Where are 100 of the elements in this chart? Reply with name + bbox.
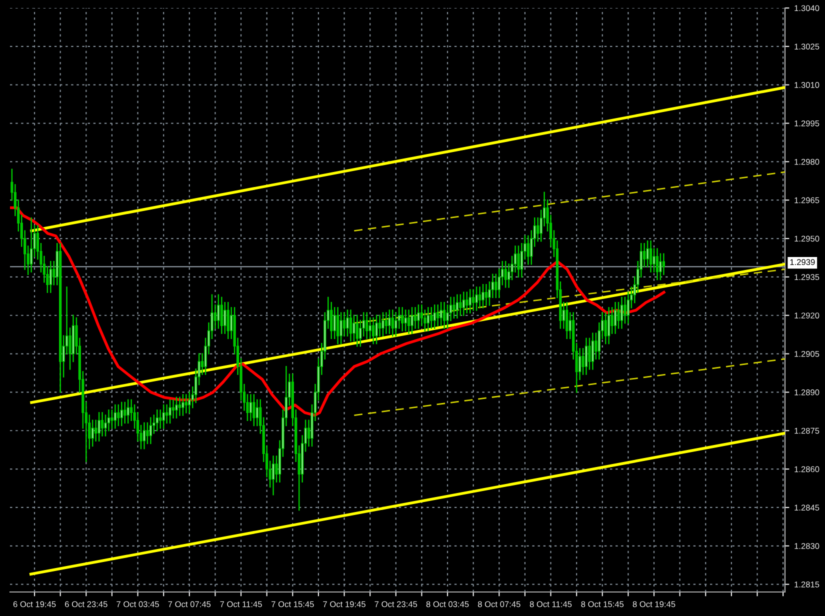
candlestick: [526, 235, 530, 265]
candlestick: [217, 294, 220, 329]
candlestick: [442, 302, 446, 329]
candlestick: [342, 312, 346, 336]
candlestick: [124, 402, 126, 424]
candlestick: [356, 314, 358, 347]
y-tick-label: 1.2890: [794, 389, 820, 396]
x-tick-label: 8 Oct 07:45: [478, 601, 520, 608]
ref-line-label: 1.2939: [790, 259, 815, 266]
candlestick: [440, 302, 442, 326]
candlestick: [459, 294, 462, 316]
candlestick: [578, 348, 582, 380]
candlestick: [404, 310, 407, 332]
candlestick: [382, 312, 384, 336]
candlestick: [610, 307, 614, 334]
candlestick: [346, 310, 349, 336]
candlestick: [478, 286, 482, 308]
candlestick: [410, 307, 414, 334]
candlestick: [608, 307, 610, 344]
candlestick: [378, 314, 382, 336]
y-tick-label: 1.2950: [794, 236, 820, 242]
x-tick-label: 7 Oct 03:45: [116, 601, 159, 608]
candlestick: [517, 246, 520, 278]
candlestick: [430, 307, 433, 329]
candlestick: [484, 284, 488, 306]
candlestick: [452, 296, 456, 319]
x-tick-label: 8 Oct 19:45: [632, 601, 676, 608]
x-tick-label: 7 Oct 15:45: [272, 601, 314, 608]
candlestick: [652, 248, 656, 272]
candlestick: [624, 296, 626, 324]
y-tick-label: 1.2905: [794, 350, 820, 357]
candlestick: [366, 312, 368, 340]
y-tick-label: 1.2860: [794, 466, 820, 472]
candlestick: [433, 304, 436, 329]
y-tick-label: 1.3010: [794, 82, 820, 88]
candlestick: [494, 274, 498, 298]
candlestick: [614, 302, 617, 334]
candlestick: [349, 310, 352, 342]
candlestick: [417, 304, 420, 329]
candlestick: [168, 399, 172, 424]
candlestick: [252, 394, 256, 426]
candlestick: [146, 422, 149, 444]
candlestick: [462, 292, 465, 316]
candlestick: [165, 404, 168, 424]
candlestick: [162, 404, 165, 429]
candlestick: [401, 307, 404, 332]
candlestick: [182, 394, 184, 416]
candlestick: [368, 317, 372, 340]
y-tick-label: 1.2980: [794, 158, 820, 165]
candlestick: [646, 240, 649, 268]
x-tick-label: 6 Oct 23:45: [65, 601, 108, 608]
candlestick: [352, 314, 356, 342]
candlestick: [649, 240, 652, 272]
candlestick: [659, 253, 662, 280]
candlestick: [333, 307, 336, 340]
candlestick: [620, 296, 624, 329]
candlestick: [249, 394, 252, 422]
candlestick: [617, 302, 620, 329]
candlestick: [114, 404, 116, 429]
candlestick: [126, 399, 130, 424]
candlestick: [149, 417, 152, 444]
x-tick-label: 6 Oct 19:45: [13, 601, 56, 608]
candlestick: [184, 394, 188, 414]
candlestick: [604, 312, 607, 344]
candlestick: [391, 310, 394, 336]
y-tick-label: 1.2815: [794, 582, 820, 588]
candlestick: [594, 332, 598, 360]
x-tick-label: 7 Oct 07:45: [168, 601, 211, 608]
candlestick: [384, 312, 388, 334]
x-tick-label: 7 Oct 19:45: [323, 601, 366, 608]
candlestick: [159, 410, 162, 429]
candlestick: [475, 286, 478, 311]
candlestick: [456, 294, 459, 319]
candlestick: [340, 312, 342, 344]
y-tick-label: 1.2830: [794, 543, 820, 549]
candlestick: [504, 260, 507, 288]
candlestick: [272, 456, 275, 496]
candlestick: [588, 338, 591, 370]
candlestick: [175, 396, 178, 418]
candlestick: [98, 412, 100, 442]
y-tick-label: 1.3040: [794, 5, 820, 12]
candlestick: [482, 284, 484, 308]
candlestick: [100, 412, 104, 436]
y-tick-label: 1.2845: [794, 504, 820, 511]
candlestick: [49, 260, 52, 293]
y-tick-label: 1.2965: [794, 197, 820, 204]
candlestick: [372, 317, 375, 344]
candlestick: [214, 304, 217, 329]
x-tick-label: 7 Oct 23:45: [374, 601, 418, 608]
x-tick-label: 7 Oct 11:45: [220, 601, 262, 608]
candlestick: [94, 420, 98, 442]
candlestick: [220, 296, 223, 334]
candlestick: [336, 307, 340, 344]
candlestick: [466, 292, 468, 314]
candlestick: [120, 402, 123, 426]
x-tick-label: 8 Oct 11:45: [530, 601, 572, 608]
y-tick-label: 1.2920: [794, 312, 820, 318]
candlestick: [468, 289, 472, 314]
candlestick: [436, 304, 440, 326]
y-tick-label: 1.3025: [794, 44, 820, 50]
